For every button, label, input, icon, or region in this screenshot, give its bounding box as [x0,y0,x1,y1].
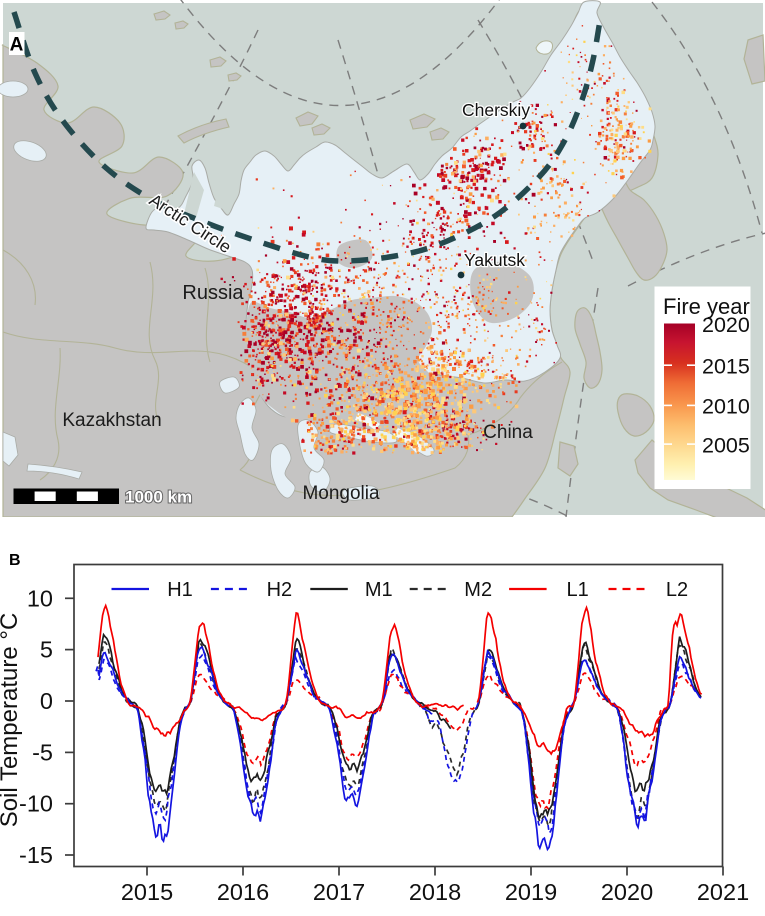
svg-text:2020: 2020 [702,313,750,337]
svg-text:Fire year: Fire year [663,294,750,319]
svg-text:A: A [10,35,24,56]
svg-text:Cherskiy: Cherskiy [462,100,530,120]
svg-text:-5: -5 [32,739,53,765]
svg-text:L2: L2 [666,579,688,601]
svg-text:H2: H2 [267,579,293,601]
svg-text:Yakutsk: Yakutsk [464,250,525,270]
svg-text:5: 5 [40,637,53,663]
svg-text:2015: 2015 [702,354,750,378]
svg-text:2016: 2016 [217,879,269,905]
svg-text:Russia: Russia [182,282,244,304]
svg-text:2017: 2017 [313,879,365,905]
svg-text:-15: -15 [19,842,53,868]
svg-text:2010: 2010 [702,395,750,419]
svg-text:2005: 2005 [702,433,750,457]
svg-text:2020: 2020 [601,879,653,905]
svg-text:1000 km: 1000 km [125,488,192,507]
svg-text:Mongolia: Mongolia [302,483,380,504]
svg-text:China: China [483,422,533,443]
svg-text:2019: 2019 [505,879,557,905]
svg-text:-10: -10 [19,791,53,817]
svg-text:L1: L1 [566,579,588,601]
svg-text:H1: H1 [167,579,193,601]
svg-text:Soil Temperature °C: Soil Temperature °C [0,613,23,828]
svg-text:B: B [9,552,21,569]
svg-text:2015: 2015 [121,879,173,905]
svg-text:2021: 2021 [697,879,749,905]
svg-text:2018: 2018 [409,879,461,905]
svg-text:M2: M2 [464,579,492,601]
svg-text:M1: M1 [365,579,393,601]
svg-text:10: 10 [27,585,53,611]
svg-text:Kazakhstan: Kazakhstan [62,410,161,431]
svg-text:0: 0 [40,688,53,714]
